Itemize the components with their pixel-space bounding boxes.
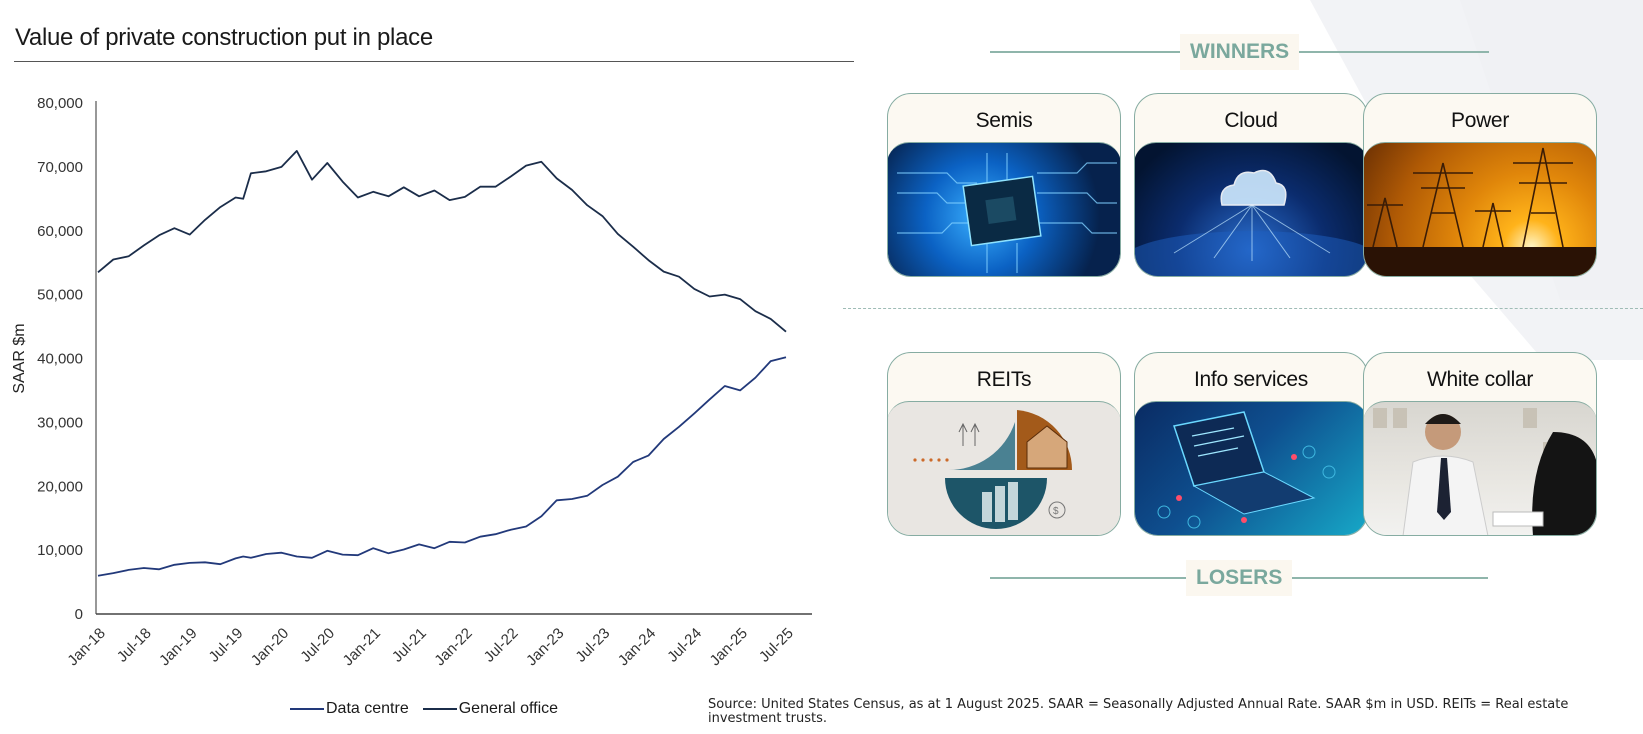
y-tick-label: 40,000	[37, 351, 83, 368]
x-tick-label: Jan-25	[707, 625, 751, 669]
office-meeting-image	[1364, 401, 1596, 535]
losers-header: LOSERS	[990, 560, 1489, 596]
legend-label: Data centre	[326, 700, 409, 717]
x-tick-label: Jul-25	[756, 625, 797, 666]
losers-line-right	[1292, 577, 1489, 579]
card-label: White collar	[1426, 368, 1534, 391]
winners-line-left	[990, 51, 1180, 53]
card-reits[interactable]: REITs $	[887, 352, 1121, 536]
series-line-data-centre	[97, 356, 787, 577]
card-cloud[interactable]: Cloud	[1134, 93, 1368, 277]
legend-item-general-office: General office	[422, 700, 559, 718]
card-semis[interactable]: Semis	[887, 93, 1121, 277]
x-tick-label: Jul-20	[297, 625, 338, 666]
legend-swatch-data-centre	[290, 708, 324, 710]
winners-label: WINNERS	[1180, 34, 1300, 70]
x-tick-label: Jul-22	[481, 625, 522, 666]
y-tick-label: 50,000	[37, 287, 83, 304]
x-tick-label: Jan-20	[248, 625, 292, 669]
losers-label: LOSERS	[1186, 560, 1293, 596]
x-tick-label: Jan-21	[340, 625, 384, 669]
card-white-collar[interactable]: White collar	[1363, 352, 1597, 536]
y-tick-label: 80,000	[37, 95, 83, 112]
y-tick-label: 20,000	[37, 478, 83, 495]
section-divider	[843, 308, 1643, 309]
card-info-services[interactable]: Info services	[1134, 352, 1368, 536]
title-divider	[14, 61, 854, 62]
real-estate-illustration-image: $	[888, 401, 1120, 535]
card-label: Power	[1450, 109, 1510, 132]
x-tick-label: Jul-19	[206, 625, 247, 666]
x-tick-label: Jan-23	[523, 625, 567, 669]
svg-text:$: $	[1053, 506, 1059, 517]
card-label: REITs	[976, 368, 1032, 391]
y-tick-label: 30,000	[37, 414, 83, 431]
card-label: Info services	[1194, 368, 1308, 391]
y-axis-title: SAAR $m	[11, 323, 28, 393]
y-tick-label: 60,000	[37, 223, 83, 240]
y-tick-label: 10,000	[37, 542, 83, 559]
winners-line-right	[1299, 51, 1490, 53]
card-power[interactable]: Power	[1363, 93, 1597, 277]
y-tick-label: 0	[75, 606, 83, 623]
laptop-data-image	[1135, 401, 1367, 535]
x-tick-label: Jan-22	[431, 625, 475, 669]
series-line-general-office	[97, 150, 787, 333]
power-pylons-image	[1364, 142, 1596, 276]
x-tick-label: Jan-19	[156, 625, 200, 669]
x-tick-label: Jan-18	[64, 625, 108, 669]
y-tick-label: 70,000	[37, 159, 83, 176]
losers-line-left	[990, 577, 1186, 579]
chart-title: Value of private construction put in pla…	[15, 24, 433, 51]
source-note: Source: United States Census, as at 1 Au…	[708, 697, 1569, 726]
circuit-chip-image	[888, 142, 1120, 276]
winners-header: WINNERS	[990, 34, 1490, 70]
cloud-network-image	[1135, 142, 1367, 276]
legend-swatch-general-office	[422, 708, 457, 710]
card-label: Semis	[975, 109, 1033, 132]
line-chart: 0 10,000 20,000 30,000 40,000 50,000 60,000 70,…	[11, 95, 812, 669]
x-tick-label: Jul-18	[114, 625, 155, 666]
x-tick-label: Jan-24	[615, 625, 659, 669]
legend-item-data-centre: Data centre	[290, 700, 409, 718]
x-tick-label: Jul-23	[572, 625, 613, 666]
legend-label: General office	[458, 700, 559, 717]
chart-legend: Data centre General office	[290, 700, 558, 718]
x-tick-label: Jul-24	[664, 625, 705, 666]
x-tick-label: Jul-21	[389, 625, 430, 666]
card-label: Cloud	[1224, 109, 1278, 132]
